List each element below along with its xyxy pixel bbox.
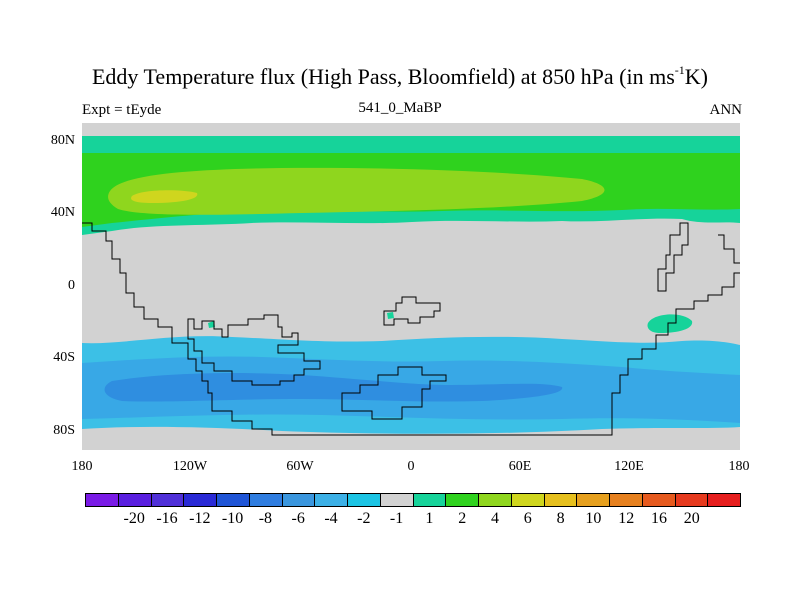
lon-label-60e: 60E (508, 459, 532, 474)
legend-label: -20 (123, 510, 145, 527)
lon-label-180w: 180 (71, 459, 93, 474)
legend-label: 6 (523, 510, 532, 527)
season-label: ANN (709, 102, 743, 118)
legend-swatch (217, 494, 250, 506)
legend-swatch (577, 494, 610, 506)
flux-spot-pacific (208, 321, 215, 328)
coastline-north-america (82, 222, 602, 436)
coastline-east-edge (718, 234, 740, 264)
map-title: Eddy Temperature flux (High Pass, Bloomf… (91, 62, 708, 89)
nh-flux-maximum (131, 190, 198, 203)
legend-label: -16 (156, 510, 178, 527)
lat-label-80n: 80N (50, 133, 75, 148)
legend-label: -4 (324, 510, 338, 527)
legend-swatch (118, 494, 152, 506)
legend-swatch (544, 494, 578, 506)
legend-label: -10 (221, 510, 244, 527)
legend-swatch (675, 494, 709, 506)
legend-label: -2 (357, 510, 371, 527)
coastline-east-asia (657, 222, 689, 292)
coastline-southern-landmass (341, 366, 447, 420)
lon-label-120w: 120W (172, 459, 208, 474)
legend-swatch (86, 494, 119, 506)
lat-label-40n: 40N (50, 205, 75, 220)
nh-flux-band-core (108, 167, 605, 215)
legend-swatch (380, 494, 414, 506)
legend-label: 4 (491, 510, 499, 527)
legend-swatch (642, 494, 676, 506)
legend-label: 12 (618, 510, 635, 527)
coastline-south-america (187, 314, 321, 386)
run-id-label: 541_0_MaBP (358, 100, 442, 116)
legend-swatch (446, 494, 479, 506)
legend-swatch (348, 494, 381, 506)
legend-label: 8 (556, 510, 565, 527)
legend-swatch (249, 494, 283, 506)
legend-label: -6 (291, 510, 305, 527)
lat-label-80s: 80S (53, 423, 75, 438)
legend-label: 1 (425, 510, 434, 527)
lon-label-180e: 180 (728, 459, 750, 474)
flux-map (82, 123, 740, 450)
legend-swatch (315, 494, 348, 506)
legend-swatch (479, 494, 512, 506)
legend-label: 20 (683, 510, 700, 527)
sh-flux-spot-east (647, 314, 693, 333)
legend-swatch (610, 494, 643, 506)
legend-swatch (708, 494, 740, 506)
coastline-asia (602, 272, 740, 436)
legend-label: 2 (458, 510, 467, 527)
lon-label-120e: 120E (614, 459, 644, 474)
lon-label-60w: 60W (286, 459, 314, 474)
legend-label: 10 (585, 510, 602, 527)
lon-label-0: 0 (407, 459, 415, 474)
legend-label: -8 (258, 510, 273, 527)
legend-label: 16 (651, 510, 667, 527)
color-legend (85, 493, 741, 507)
antarctic-region (82, 426, 740, 450)
legend-label: -1 (389, 510, 404, 527)
continent-outlines (82, 222, 740, 436)
legend-swatch (282, 494, 316, 506)
lat-label-40s: 40S (53, 350, 75, 365)
sh-flux-band-core (104, 373, 563, 402)
legend-swatch (511, 494, 545, 506)
lat-label-0: 0 (68, 278, 75, 293)
coastline-africa (383, 296, 441, 326)
flux-spot-atlantic (387, 312, 394, 319)
legend-label: -12 (189, 510, 211, 527)
experiment-label: Expt = tEyde (82, 102, 162, 118)
legend-swatch (151, 494, 185, 506)
legend-swatch (184, 494, 217, 506)
legend-swatch (413, 494, 447, 506)
